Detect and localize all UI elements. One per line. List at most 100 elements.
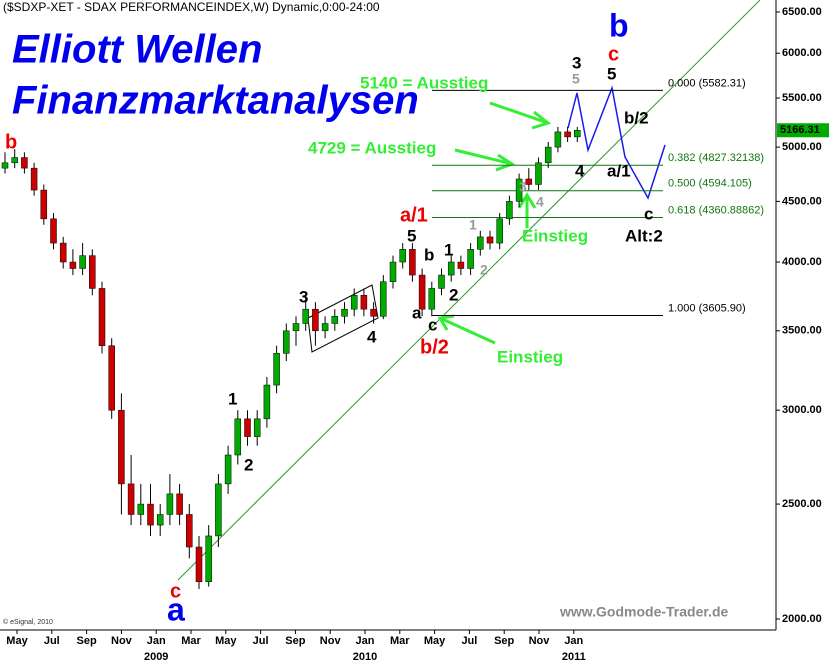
year-label: 2011	[562, 651, 586, 663]
wave-label: a	[167, 591, 185, 627]
x-tick-label: Jan	[356, 635, 375, 647]
wave-label: 2	[480, 262, 488, 278]
candle-body	[506, 201, 513, 220]
candle-body	[11, 157, 18, 164]
candle-body	[312, 308, 319, 332]
candle-body	[409, 249, 416, 276]
fib-label: 0.382 (4827.32138)	[668, 152, 764, 164]
wave-label: c	[428, 315, 437, 334]
candle-body	[118, 409, 125, 485]
wave-label: 3	[572, 53, 581, 72]
year-label: 2010	[353, 651, 377, 663]
x-tick-label: May	[6, 635, 28, 647]
wave-label: Einstieg	[497, 347, 563, 366]
x-tick-label: May	[424, 635, 446, 647]
candle-body	[457, 261, 465, 269]
channel	[307, 284, 379, 353]
candle-body	[574, 130, 581, 138]
x-tick-label: Jul	[44, 635, 60, 647]
fib-label: 0.000 (5582.31)	[668, 77, 746, 89]
candle-body	[69, 261, 77, 269]
candle-body	[89, 255, 96, 289]
candle-body	[137, 503, 145, 515]
year-label: 2009	[144, 651, 168, 663]
y-tick-label: 3000.00	[782, 404, 822, 416]
candle-body	[186, 514, 193, 548]
x-tick-label: Sep	[285, 635, 305, 647]
copyright: © eSignal, 2010	[3, 618, 53, 626]
y-tick-label: 3500.00	[782, 325, 822, 337]
heading: Finanzmarktanalysen	[12, 79, 419, 123]
fib-label: 0.500 (4594.105)	[668, 178, 752, 190]
wave-label: b/2	[420, 336, 449, 358]
wave-label: 4729 = Ausstieg	[308, 138, 436, 157]
candle-body	[525, 178, 533, 185]
x-tick-label: Jan	[147, 635, 166, 647]
candle-body	[166, 493, 174, 515]
candle-body	[234, 418, 242, 456]
y-tick-label: 2500.00	[782, 498, 822, 510]
wave-label: c	[608, 43, 619, 65]
y-tick-label: 5000.00	[782, 141, 822, 153]
candle-body	[21, 157, 28, 169]
candle-body	[30, 167, 38, 191]
candle-body	[331, 316, 339, 324]
wave-label: 2	[244, 455, 253, 474]
candle-body	[215, 483, 222, 537]
x-tick-label: May	[215, 635, 237, 647]
candle-body	[535, 162, 542, 185]
wave-label: 3	[299, 287, 308, 306]
x-tick-label: Mar	[181, 635, 201, 647]
candle-body	[486, 236, 494, 244]
arrows	[437, 101, 552, 345]
candle-body	[515, 178, 523, 202]
wave-label: 4	[536, 194, 544, 210]
candle-body	[554, 131, 562, 148]
candle-body	[418, 274, 426, 310]
chart-title: ($SDXP-XET - SDAX PERFORMANCEINDEX,W) Dy…	[3, 0, 380, 14]
candle-body	[399, 249, 406, 263]
candle-body	[341, 308, 348, 317]
fib-label: 1.000 (3605.90)	[668, 302, 746, 314]
candle-body	[477, 236, 484, 250]
candle-body	[79, 255, 86, 269]
y-tick-label: 6500.00	[782, 6, 822, 18]
candle-body	[302, 308, 309, 324]
candle-body	[447, 261, 455, 276]
candle-body	[564, 131, 571, 138]
wave-label: b	[424, 245, 434, 264]
wave-label: a/1	[607, 161, 631, 180]
candle-body	[253, 418, 261, 437]
wave-label: Alt:2	[625, 226, 663, 245]
y-tick-label: 6000.00	[782, 47, 822, 59]
candle-body	[389, 261, 397, 282]
candle-body	[156, 514, 164, 526]
x-tick-label: Sep	[77, 635, 97, 647]
y-tick-label: 2000.00	[782, 613, 822, 625]
candle-body	[205, 535, 212, 583]
wave-label: 3	[519, 179, 527, 195]
candle-body	[370, 308, 377, 317]
candle-body	[40, 189, 48, 220]
x-tick-label: Jul	[461, 635, 477, 647]
candle-body	[496, 218, 503, 244]
y-tick-label: 4000.00	[782, 256, 822, 268]
wave-label: 1	[228, 389, 237, 408]
candle-body	[1, 162, 9, 169]
wave-label: 2	[449, 285, 458, 304]
candle-body	[147, 503, 154, 526]
candle-body	[108, 345, 115, 411]
candle-body	[50, 218, 57, 244]
candle-body	[350, 295, 358, 310]
candle-body	[467, 249, 474, 269]
wave-label: 4	[367, 327, 377, 346]
y-tick-label: 4500.00	[782, 195, 822, 207]
candle-body	[438, 274, 445, 289]
wave-label: Einstieg	[522, 226, 588, 245]
candle-body	[544, 146, 552, 164]
candle-body	[321, 323, 329, 332]
projection-path	[567, 85, 666, 200]
wave-label: c	[170, 580, 181, 602]
